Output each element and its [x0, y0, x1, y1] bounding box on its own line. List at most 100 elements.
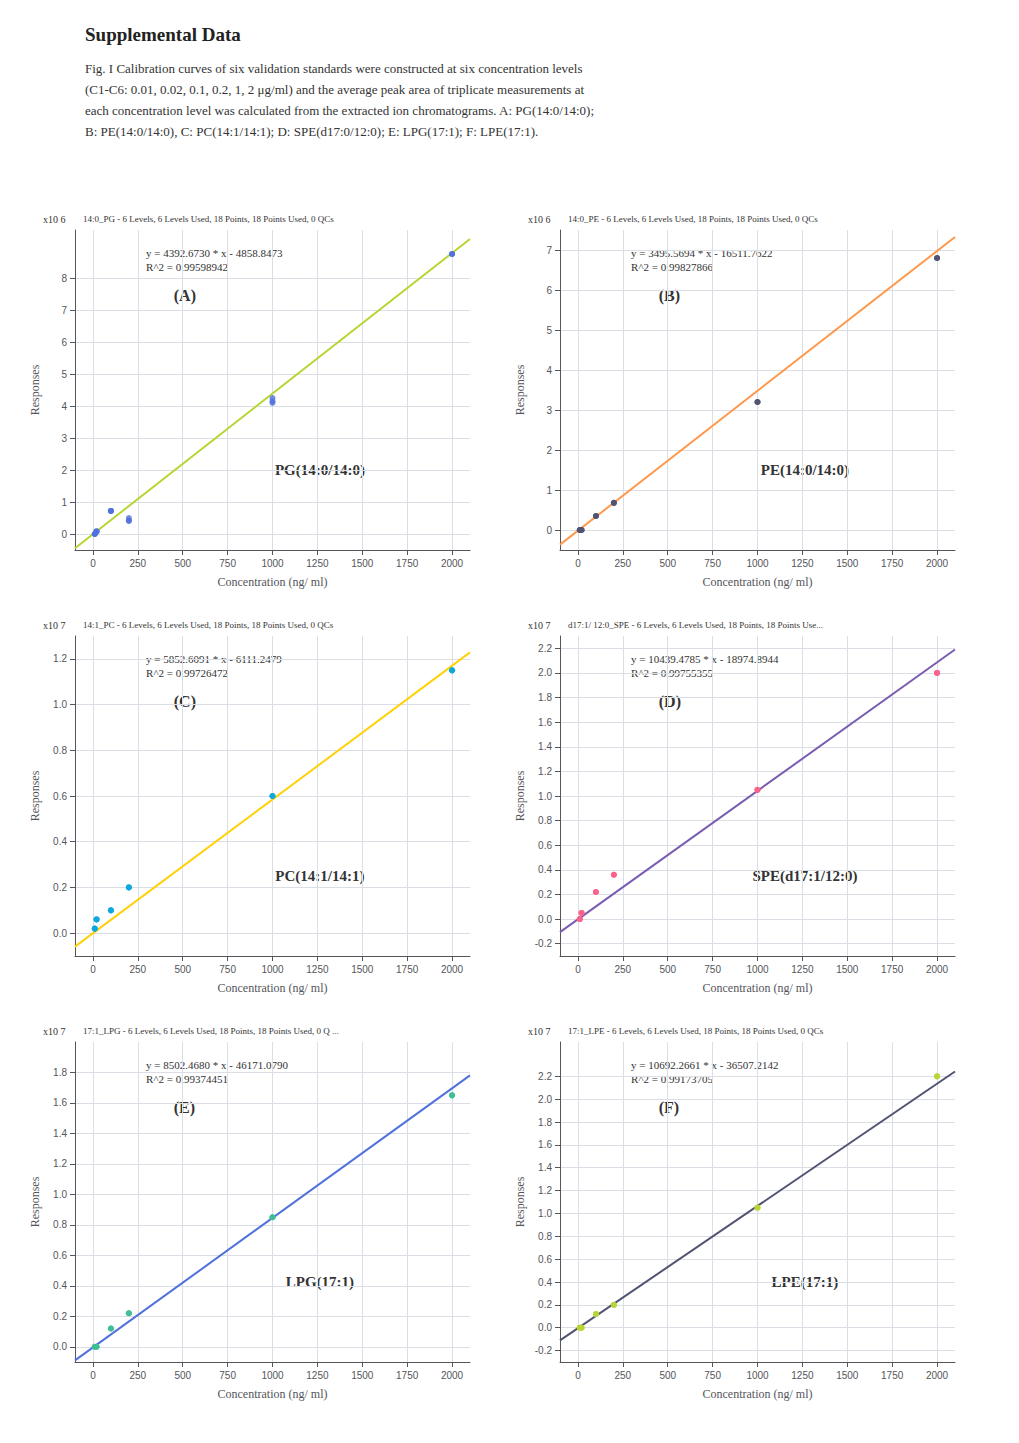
svg-text:1.0: 1.0 — [538, 791, 552, 802]
svg-text:1: 1 — [546, 485, 552, 496]
svg-text:7: 7 — [61, 305, 67, 316]
svg-text:Responses: Responses — [28, 770, 42, 821]
svg-text:250: 250 — [614, 558, 631, 569]
svg-text:1000: 1000 — [746, 558, 769, 569]
svg-text:1500: 1500 — [836, 1370, 859, 1381]
svg-text:2.0: 2.0 — [538, 667, 552, 678]
svg-text:(E): (E) — [174, 1099, 195, 1117]
svg-text:R^2 = 0.99374451: R^2 = 0.99374451 — [146, 1073, 228, 1085]
svg-text:500: 500 — [174, 1370, 191, 1381]
svg-text:0: 0 — [90, 558, 96, 569]
svg-text:750: 750 — [219, 1370, 236, 1381]
svg-text:3: 3 — [546, 405, 552, 416]
svg-text:Responses: Responses — [513, 1176, 527, 1227]
svg-text:0.2: 0.2 — [538, 1299, 552, 1310]
svg-text:0: 0 — [575, 964, 581, 975]
svg-text:(D): (D) — [659, 693, 681, 711]
svg-text:PC(14:1/14:1): PC(14:1/14:1) — [275, 868, 364, 885]
svg-text:each concentration level was c: each concentration level was calculated … — [85, 103, 594, 118]
svg-text:2000: 2000 — [926, 964, 949, 975]
svg-text:1250: 1250 — [791, 964, 814, 975]
svg-text:(C1-C6: 0.01, 0.02, 0.1, 0.2,: (C1-C6: 0.01, 0.02, 0.1, 0.2, 1, 2 μg/ml… — [85, 82, 584, 97]
svg-text:6: 6 — [546, 285, 552, 296]
svg-text:1750: 1750 — [881, 558, 904, 569]
svg-text:1000: 1000 — [261, 558, 284, 569]
svg-text:R^2 = 0.99598942: R^2 = 0.99598942 — [146, 261, 228, 273]
svg-text:750: 750 — [704, 1370, 721, 1381]
svg-text:x10 7: x10 7 — [528, 620, 551, 631]
svg-text:Responses: Responses — [28, 1176, 42, 1227]
svg-text:y = 8502.4680 * x - 46171.0790: y = 8502.4680 * x - 46171.0790 — [146, 1059, 288, 1071]
svg-text:1500: 1500 — [351, 558, 374, 569]
svg-text:0.4: 0.4 — [53, 836, 67, 847]
svg-text:1.0: 1.0 — [53, 699, 67, 710]
svg-text:0.8: 0.8 — [53, 745, 67, 756]
svg-text:y = 10439.4785 * x - 18974.894: y = 10439.4785 * x - 18974.8944 — [631, 653, 779, 665]
svg-text:2.0: 2.0 — [538, 1094, 552, 1105]
svg-text:5: 5 — [546, 325, 552, 336]
svg-text:1.6: 1.6 — [53, 1097, 67, 1108]
svg-text:2000: 2000 — [926, 1370, 949, 1381]
svg-text:y = 10692.2661 * x - 36507.214: y = 10692.2661 * x - 36507.2142 — [631, 1059, 778, 1071]
svg-text:0.0: 0.0 — [538, 914, 552, 925]
svg-text:1500: 1500 — [836, 964, 859, 975]
svg-text:1250: 1250 — [791, 1370, 814, 1381]
svg-text:0.8: 0.8 — [538, 1231, 552, 1242]
svg-text:750: 750 — [219, 964, 236, 975]
svg-text:Supplemental Data: Supplemental Data — [85, 24, 241, 45]
svg-text:1: 1 — [61, 497, 67, 508]
svg-text:1.2: 1.2 — [538, 1185, 552, 1196]
svg-text:1.4: 1.4 — [538, 741, 552, 752]
svg-text:2000: 2000 — [441, 1370, 464, 1381]
svg-text:1250: 1250 — [306, 964, 329, 975]
svg-text:1250: 1250 — [306, 558, 329, 569]
svg-text:0.6: 0.6 — [538, 840, 552, 851]
svg-text:(B): (B) — [659, 287, 680, 305]
svg-text:1750: 1750 — [881, 964, 904, 975]
svg-text:x10 7: x10 7 — [528, 1026, 551, 1037]
svg-text:0: 0 — [575, 558, 581, 569]
svg-text:R^2 = 0.99726472: R^2 = 0.99726472 — [146, 667, 228, 679]
svg-text:0.4: 0.4 — [538, 864, 552, 875]
svg-text:0.6: 0.6 — [53, 1250, 67, 1261]
svg-text:0.6: 0.6 — [538, 1254, 552, 1265]
svg-text:5: 5 — [61, 369, 67, 380]
svg-text:0: 0 — [61, 529, 67, 540]
svg-text:R^2 = 0.99173705: R^2 = 0.99173705 — [631, 1073, 713, 1085]
svg-text:B: PE(14:0/14:0), C: PC(14:1/1: B: PE(14:0/14:0), C: PC(14:1/14:1); D: S… — [85, 124, 538, 139]
svg-text:2000: 2000 — [441, 964, 464, 975]
svg-text:750: 750 — [219, 558, 236, 569]
svg-text:250: 250 — [614, 1370, 631, 1381]
svg-text:1.8: 1.8 — [538, 1117, 552, 1128]
svg-text:250: 250 — [614, 964, 631, 975]
svg-text:1250: 1250 — [791, 558, 814, 569]
svg-text:(C): (C) — [174, 693, 196, 711]
svg-text:1.2: 1.2 — [53, 653, 67, 664]
svg-text:Responses: Responses — [28, 364, 42, 415]
svg-text:4: 4 — [61, 401, 67, 412]
svg-text:1000: 1000 — [746, 1370, 769, 1381]
svg-text:0.4: 0.4 — [538, 1277, 552, 1288]
svg-text:1500: 1500 — [836, 558, 859, 569]
svg-text:1.2: 1.2 — [53, 1158, 67, 1169]
svg-text:750: 750 — [704, 558, 721, 569]
svg-text:Concentration (ng/ ml): Concentration (ng/ ml) — [703, 981, 813, 995]
svg-text:500: 500 — [659, 558, 676, 569]
svg-text:d17:1/ 12:0_SPE - 6 Levels, 6: d17:1/ 12:0_SPE - 6 Levels, 6 Levels Use… — [568, 620, 823, 630]
svg-text:Concentration (ng/ ml): Concentration (ng/ ml) — [703, 1387, 813, 1401]
svg-text:Concentration (ng/ ml): Concentration (ng/ ml) — [703, 575, 813, 589]
svg-text:1.8: 1.8 — [538, 692, 552, 703]
svg-text:2.2: 2.2 — [538, 1071, 552, 1082]
svg-text:0.8: 0.8 — [538, 815, 552, 826]
svg-text:1750: 1750 — [396, 558, 419, 569]
svg-text:8: 8 — [61, 273, 67, 284]
svg-text:1.0: 1.0 — [53, 1189, 67, 1200]
svg-text:0.0: 0.0 — [538, 1322, 552, 1333]
svg-text:14:0_PE - 6 Levels, 6 Levels U: 14:0_PE - 6 Levels, 6 Levels Used, 18 Po… — [568, 214, 818, 224]
svg-text:17:1_LPG - 6 Levels, 6 Levels: 17:1_LPG - 6 Levels, 6 Levels Used, 18 P… — [83, 1026, 339, 1036]
svg-text:3: 3 — [61, 433, 67, 444]
svg-text:-0.2: -0.2 — [535, 938, 553, 949]
svg-text:500: 500 — [174, 964, 191, 975]
svg-text:R^2 = 0.99827866: R^2 = 0.99827866 — [631, 261, 713, 273]
svg-text:14:0_PG - 6 Levels, 6 Levels U: 14:0_PG - 6 Levels, 6 Levels Used, 18 Po… — [83, 214, 334, 224]
